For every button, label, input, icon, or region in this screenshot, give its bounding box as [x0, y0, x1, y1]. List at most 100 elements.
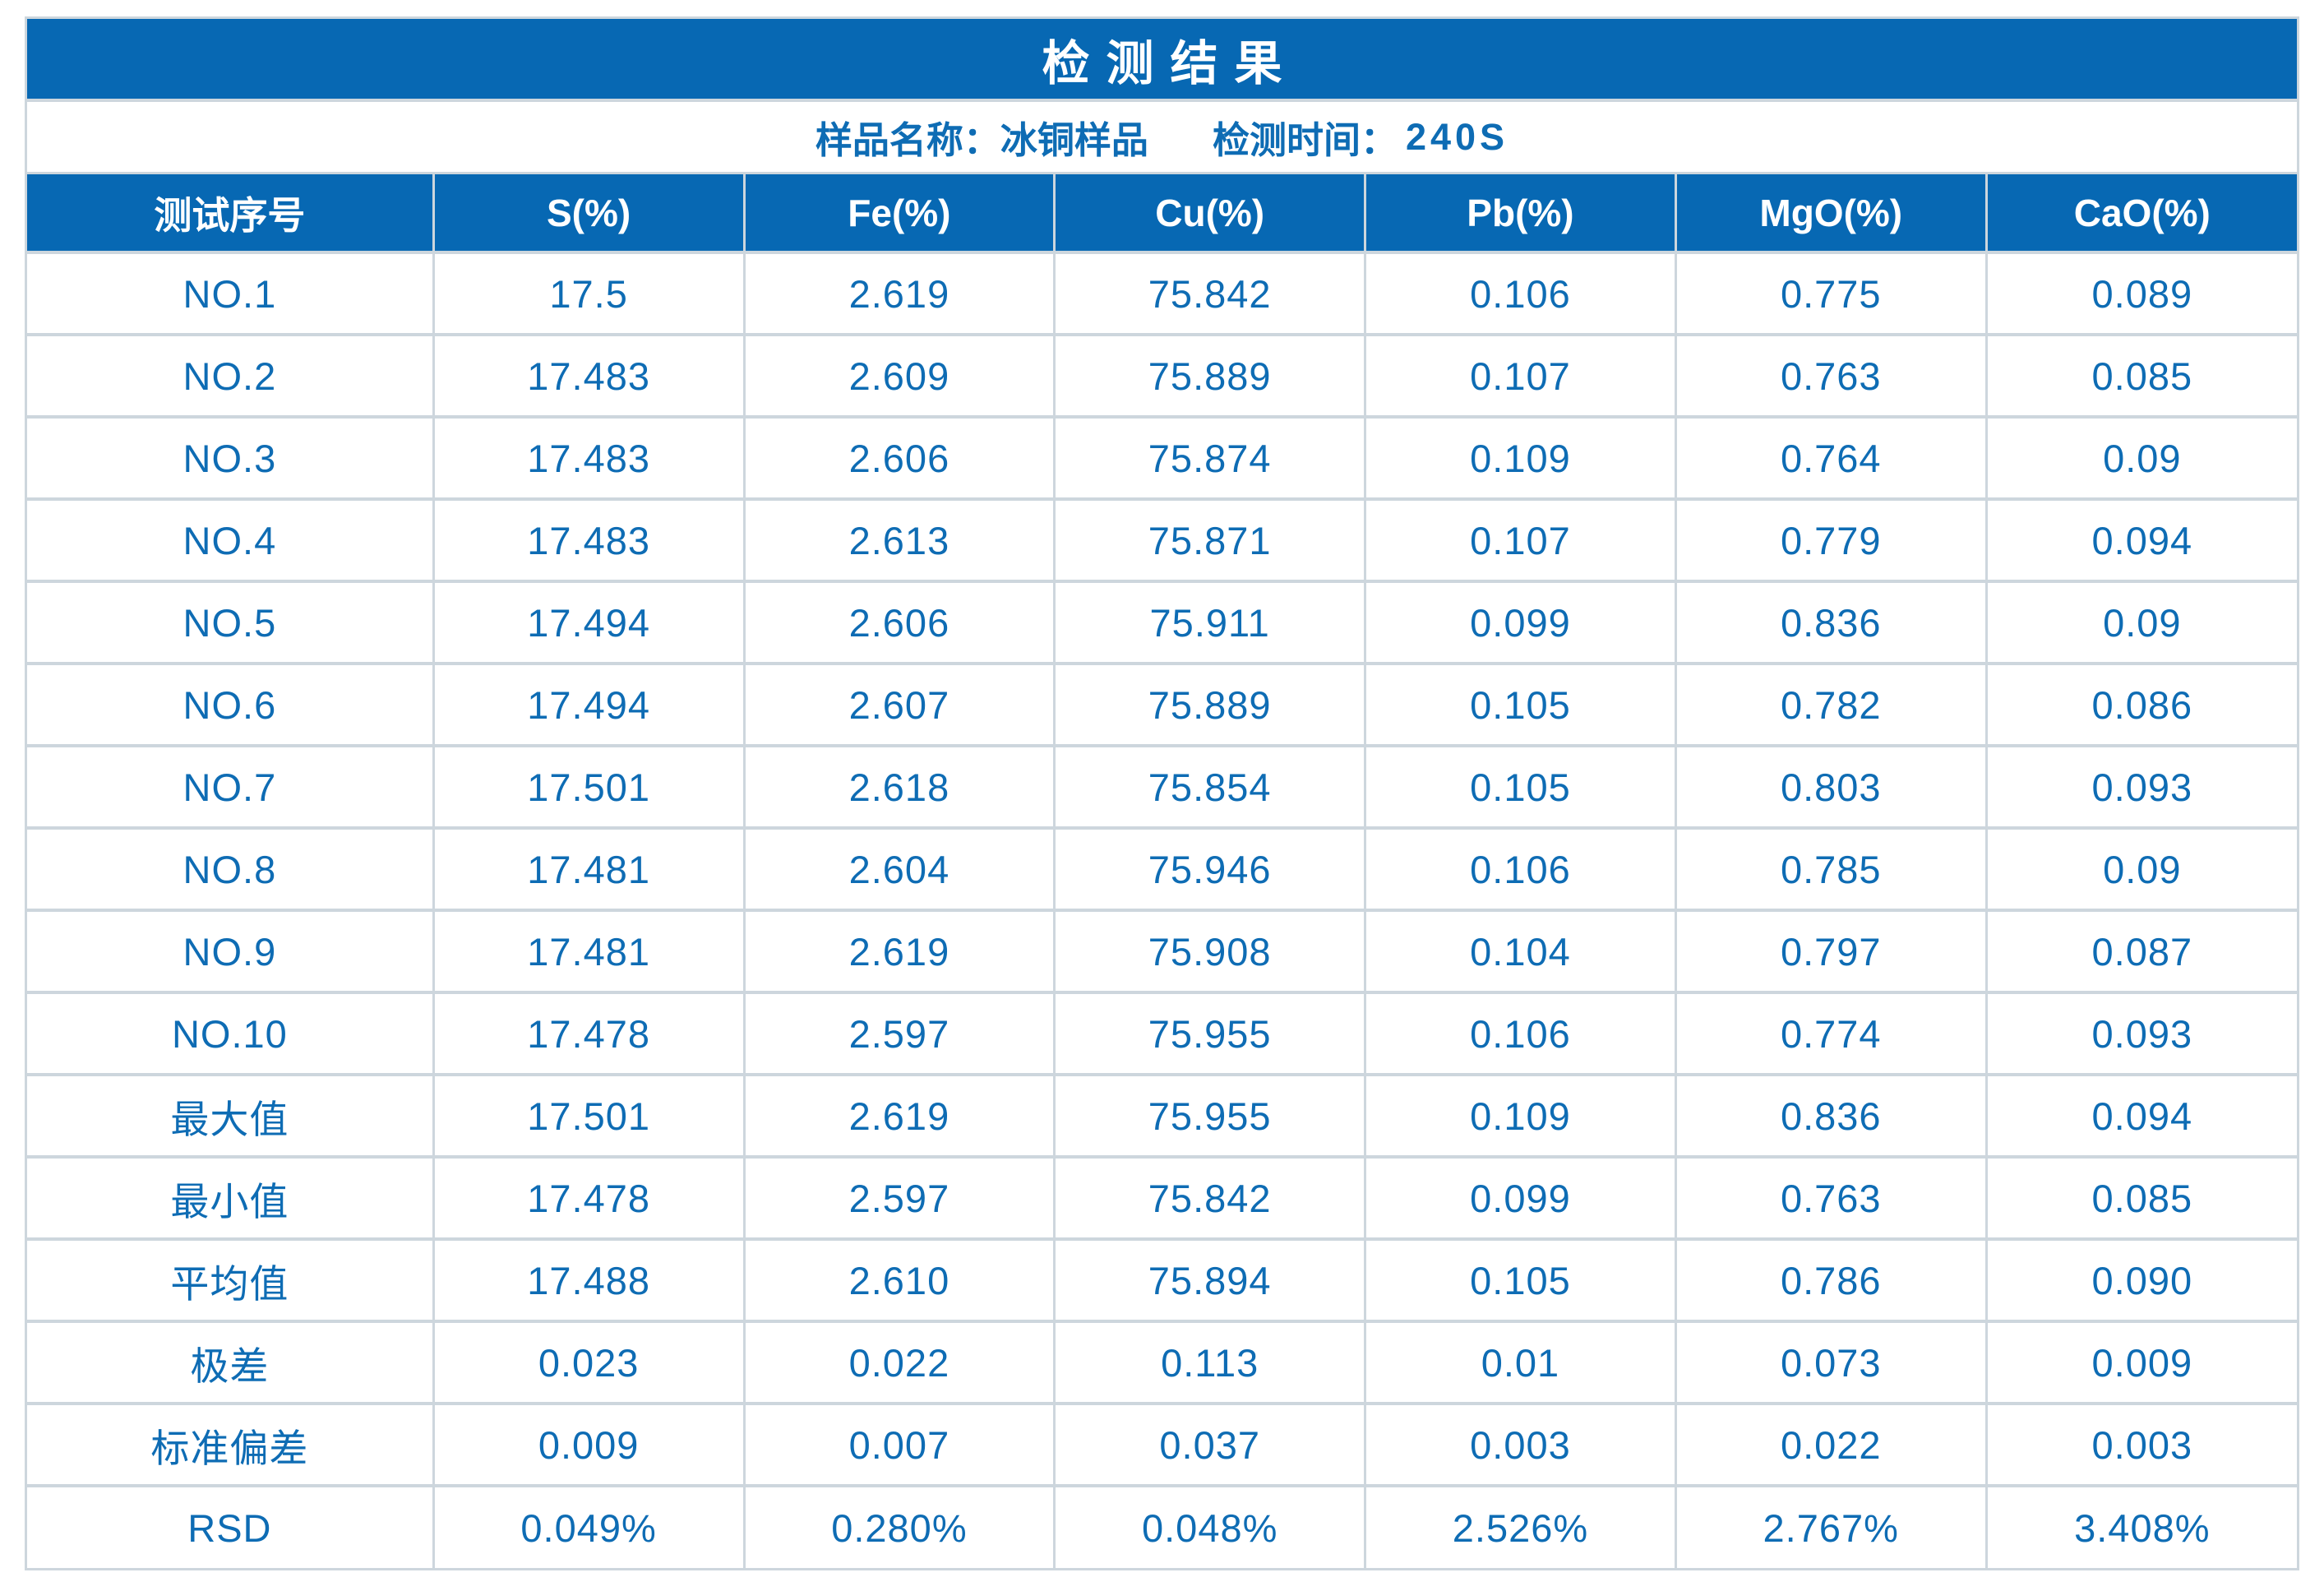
- table-cell: 0.109: [1364, 415, 1677, 501]
- table-cell: 0.003: [1364, 1402, 1677, 1487]
- row-label: NO.1: [27, 251, 435, 336]
- table-cell: 0.280%: [742, 1484, 1056, 1568]
- table-cell: 0.09: [1984, 415, 2297, 501]
- table-cell: 75.911: [1053, 580, 1367, 665]
- table-cell: 75.842: [1053, 251, 1367, 336]
- table-cell: 0.113: [1053, 1320, 1367, 1405]
- table-cell: 0.037: [1053, 1402, 1367, 1487]
- table-cell: 0.022: [1674, 1402, 1988, 1487]
- table-cell: 0.836: [1674, 1073, 1988, 1159]
- table-cell: 0.109: [1364, 1073, 1677, 1159]
- results-sheet: 检测结果 样品名称：冰铜样品 检测时间： 240S 测试序号 S(%) Fe(%) C…: [25, 16, 2299, 1570]
- table-cell: 2.767%: [1674, 1484, 1988, 1568]
- row-label: 极差: [27, 1320, 435, 1405]
- table-cell: 0.785: [1674, 826, 1988, 912]
- table-cell: 2.619: [742, 1073, 1056, 1159]
- table-cell: 0.048%: [1053, 1484, 1367, 1568]
- row-label: NO.9: [27, 909, 435, 994]
- table-cell: 2.618: [742, 744, 1056, 830]
- table-cell: 0.764: [1674, 415, 1988, 501]
- table-cell: 2.613: [742, 497, 1056, 583]
- table-cell: 0.099: [1364, 580, 1677, 665]
- table-cell: 17.494: [432, 662, 746, 747]
- column-header: Fe(%): [742, 174, 1056, 254]
- table-cell: 0.105: [1364, 1237, 1677, 1323]
- table-row: NO.3 17.483 2.606 75.874 0.109 0.764 0.09: [27, 415, 2297, 501]
- table-cell: 0.803: [1674, 744, 1988, 830]
- results-table: 测试序号 S(%) Fe(%) Cu(%) Pb(%) MgO(%) CaO(%) NO.1…: [27, 174, 2297, 1568]
- table-cell: 0.090: [1984, 1237, 2297, 1323]
- table-cell: 0.779: [1674, 497, 1988, 583]
- table-cell: 75.842: [1053, 1155, 1367, 1241]
- header-row: 测试序号 S(%) Fe(%) Cu(%) Pb(%) MgO(%) CaO(%): [27, 174, 2297, 254]
- table-cell: 2.526%: [1364, 1484, 1677, 1568]
- table-cell: 17.478: [432, 991, 746, 1076]
- table-cell: 0.105: [1364, 744, 1677, 830]
- table-cell: 0.007: [742, 1402, 1056, 1487]
- detection-time-label: 检测时间：: [1212, 119, 1398, 161]
- table-cell: 75.889: [1053, 333, 1367, 419]
- table-cell: 17.501: [432, 744, 746, 830]
- table-cell: 75.854: [1053, 744, 1367, 830]
- table-cell: 17.501: [432, 1073, 746, 1159]
- table-cell: 0.786: [1674, 1237, 1988, 1323]
- table-cell: 2.619: [742, 909, 1056, 994]
- table-cell: 0.763: [1674, 1155, 1988, 1241]
- table-cell: 2.619: [742, 251, 1056, 336]
- table-cell: 17.494: [432, 580, 746, 665]
- table-cell: 0.09: [1984, 580, 2297, 665]
- table-cell: 75.955: [1053, 991, 1367, 1076]
- table-cell: 0.003: [1984, 1402, 2297, 1487]
- table-cell: 75.889: [1053, 662, 1367, 747]
- table-cell: 75.955: [1053, 1073, 1367, 1159]
- row-label: 标准偏差: [27, 1402, 435, 1487]
- table-cell: 0.01: [1364, 1320, 1677, 1405]
- table-cell: 17.483: [432, 497, 746, 583]
- table-cell: 0.106: [1364, 826, 1677, 912]
- table-row: RSD 0.049% 0.280% 0.048% 2.526% 2.767% 3.408%: [27, 1484, 2297, 1568]
- table-cell: 0.009: [1984, 1320, 2297, 1405]
- table-cell: 0.093: [1984, 991, 2297, 1076]
- table-cell: 0.106: [1364, 991, 1677, 1076]
- table-cell: 0.073: [1674, 1320, 1988, 1405]
- table-cell: 17.483: [432, 333, 746, 419]
- table-row: NO.6 17.494 2.607 75.889 0.105 0.782 0.086: [27, 662, 2297, 747]
- table-cell: 2.606: [742, 415, 1056, 501]
- table-cell: 2.609: [742, 333, 1056, 419]
- table-row: 最大值 17.501 2.619 75.955 0.109 0.836 0.094: [27, 1073, 2297, 1159]
- table-cell: 0.022: [742, 1320, 1056, 1405]
- table-cell: 17.481: [432, 909, 746, 994]
- row-label: NO.5: [27, 580, 435, 665]
- table-cell: 0.104: [1364, 909, 1677, 994]
- table-cell: 0.09: [1984, 826, 2297, 912]
- table-cell: 0.763: [1674, 333, 1988, 419]
- row-label: 最大值: [27, 1073, 435, 1159]
- table-cell: 75.908: [1053, 909, 1367, 994]
- row-label: NO.4: [27, 497, 435, 583]
- table-cell: 17.488: [432, 1237, 746, 1323]
- table-cell: 17.478: [432, 1155, 746, 1241]
- column-header: MgO(%): [1674, 174, 1988, 254]
- table-cell: 2.604: [742, 826, 1056, 912]
- table-cell: 75.871: [1053, 497, 1367, 583]
- table-cell: 0.094: [1984, 1073, 2297, 1159]
- table-row: 最小值 17.478 2.597 75.842 0.099 0.763 0.085: [27, 1155, 2297, 1241]
- table-cell: 0.107: [1364, 333, 1677, 419]
- row-label: NO.7: [27, 744, 435, 830]
- detection-time-group: 检测时间： 240S: [1213, 110, 1509, 164]
- table-cell: 2.606: [742, 580, 1056, 665]
- table-row: NO.8 17.481 2.604 75.946 0.106 0.785 0.09: [27, 826, 2297, 912]
- row-label: 平均值: [27, 1237, 435, 1323]
- row-label: NO.3: [27, 415, 435, 501]
- table-cell: 75.874: [1053, 415, 1367, 501]
- detection-time-value: 240S: [1405, 115, 1509, 158]
- table-cell: 0.836: [1674, 580, 1988, 665]
- table-cell: 2.597: [742, 991, 1056, 1076]
- row-label: NO.8: [27, 826, 435, 912]
- table-cell: 3.408%: [1984, 1484, 2297, 1568]
- table-row: NO.5 17.494 2.606 75.911 0.099 0.836 0.09: [27, 580, 2297, 665]
- table-cell: 17.5: [432, 251, 746, 336]
- column-header: Pb(%): [1364, 174, 1677, 254]
- row-label: NO.10: [27, 991, 435, 1076]
